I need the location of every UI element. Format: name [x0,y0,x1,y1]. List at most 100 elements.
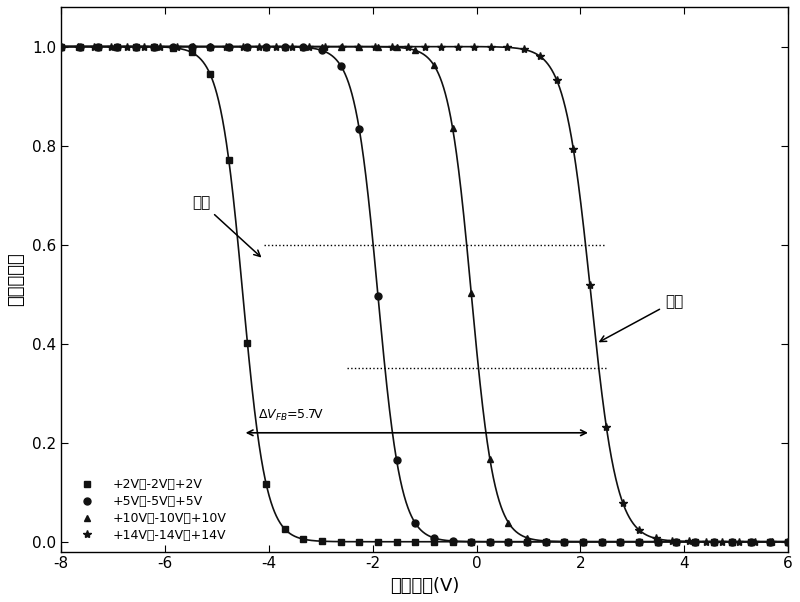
+14V～-14V～+14V [386,43,396,50]
+10V～-10V～+10V [280,43,290,50]
+10V～-10V～+10V [392,44,402,51]
+14V～-14V～+14V [585,282,594,289]
+2V～-2V～+2V [130,43,140,50]
+2V～-2V～+2V [150,43,159,51]
+2V～-2V～+2V [746,538,756,545]
+10V～-10V～+10V [746,538,756,545]
Line: +2V～-2V～+2V: +2V～-2V～+2V [58,44,791,545]
+5V～-5V～+5V [298,44,308,51]
X-axis label: 栅极电压(V): 栅极电压(V) [390,577,459,595]
+2V～-2V～+2V [653,538,662,545]
+5V～-5V～+5V [615,538,625,545]
+2V～-2V～+2V [578,538,588,545]
+5V～-5V～+5V [578,538,588,545]
+14V～-14V～+14V [569,145,578,152]
+5V～-5V～+5V [466,538,476,545]
Legend: +2V～-2V～+2V, +5V～-5V～+5V, +10V～-10V～+10V, +14V～-14V～+14V: +2V～-2V～+2V, +5V～-5V～+5V, +10V～-10V～+10V… [67,474,230,545]
+14V～-14V～+14V [122,43,132,50]
+10V～-10V～+10V [504,519,514,526]
+14V～-14V～+14V [304,43,314,50]
+5V～-5V～+5V [56,43,66,50]
+5V～-5V～+5V [429,535,438,542]
+10V～-10V～+10V [727,538,737,545]
+2V～-2V～+2V [410,538,420,545]
+10V～-10V～+10V [242,43,252,50]
+5V～-5V～+5V [746,538,756,545]
+10V～-10V～+10V [354,43,364,50]
+10V～-10V～+10V [94,43,103,50]
+2V～-2V～+2V [94,43,103,50]
+5V～-5V～+5V [75,43,85,50]
+2V～-2V～+2V [75,43,85,50]
+14V～-14V～+14V [56,43,66,50]
+2V～-2V～+2V [727,538,737,545]
+5V～-5V～+5V [242,43,252,50]
+10V～-10V～+10V [168,43,178,50]
+14V～-14V～+14V [155,43,165,50]
+5V～-5V～+5V [541,538,550,545]
+10V～-10V～+10V [373,43,382,51]
+14V～-14V～+14V [222,43,231,50]
+2V～-2V～+2V [168,44,178,51]
+5V～-5V～+5V [727,538,737,545]
+2V～-2V～+2V [186,49,196,56]
+14V～-14V～+14V [701,538,710,545]
+14V～-14V～+14V [668,537,678,544]
+10V～-10V～+10V [429,61,438,69]
+2V～-2V～+2V [318,538,327,545]
+5V～-5V～+5V [392,457,402,464]
+14V～-14V～+14V [271,43,281,50]
+14V～-14V～+14V [453,43,462,50]
+10V～-10V～+10V [709,538,718,545]
Line: +10V～-10V～+10V: +10V～-10V～+10V [58,43,792,545]
+2V～-2V～+2V [783,538,793,545]
+5V～-5V～+5V [448,538,458,545]
+2V～-2V～+2V [262,480,271,487]
+5V～-5V～+5V [318,47,327,54]
+5V～-5V～+5V [112,43,122,50]
+5V～-5V～+5V [186,43,196,50]
+2V～-2V～+2V [429,538,438,545]
+10V～-10V～+10V [448,124,458,131]
+2V～-2V～+2V [690,538,700,545]
+14V～-14V～+14V [519,46,529,53]
+10V～-10V～+10V [541,538,550,545]
+2V～-2V～+2V [634,538,644,545]
Line: +5V～-5V～+5V: +5V～-5V～+5V [58,43,792,545]
+5V～-5V～+5V [373,292,382,299]
+10V～-10V～+10V [112,43,122,50]
+14V～-14V～+14V [189,43,198,50]
+5V～-5V～+5V [709,538,718,545]
+2V～-2V～+2V [112,43,122,50]
+5V～-5V～+5V [765,538,774,545]
+14V～-14V～+14V [634,527,644,534]
+5V～-5V～+5V [634,538,644,545]
+14V～-14V～+14V [254,43,264,50]
+2V～-2V～+2V [224,157,234,164]
+2V～-2V～+2V [615,538,625,545]
+5V～-5V～+5V [150,43,159,50]
+10V～-10V～+10V [578,538,588,545]
+5V～-5V～+5V [690,538,700,545]
+2V～-2V～+2V [206,70,215,78]
+10V～-10V～+10V [224,43,234,50]
+2V～-2V～+2V [709,538,718,545]
+14V～-14V～+14V [486,43,495,51]
+2V～-2V～+2V [522,538,532,545]
+10V～-10V～+10V [75,43,85,50]
+2V～-2V～+2V [242,340,252,347]
+5V～-5V～+5V [206,43,215,50]
+14V～-14V～+14V [403,43,413,50]
+14V～-14V～+14V [502,44,512,51]
+5V～-5V～+5V [485,538,494,545]
+14V～-14V～+14V [470,43,479,50]
+14V～-14V～+14V [602,423,611,430]
+5V～-5V～+5V [168,43,178,50]
+14V～-14V～+14V [321,43,330,50]
+14V～-14V～+14V [354,43,363,50]
+10V～-10V～+10V [336,43,346,50]
+2V～-2V～+2V [504,538,514,545]
+10V～-10V～+10V [262,43,271,50]
+14V～-14V～+14V [535,53,545,60]
+10V～-10V～+10V [690,538,700,545]
